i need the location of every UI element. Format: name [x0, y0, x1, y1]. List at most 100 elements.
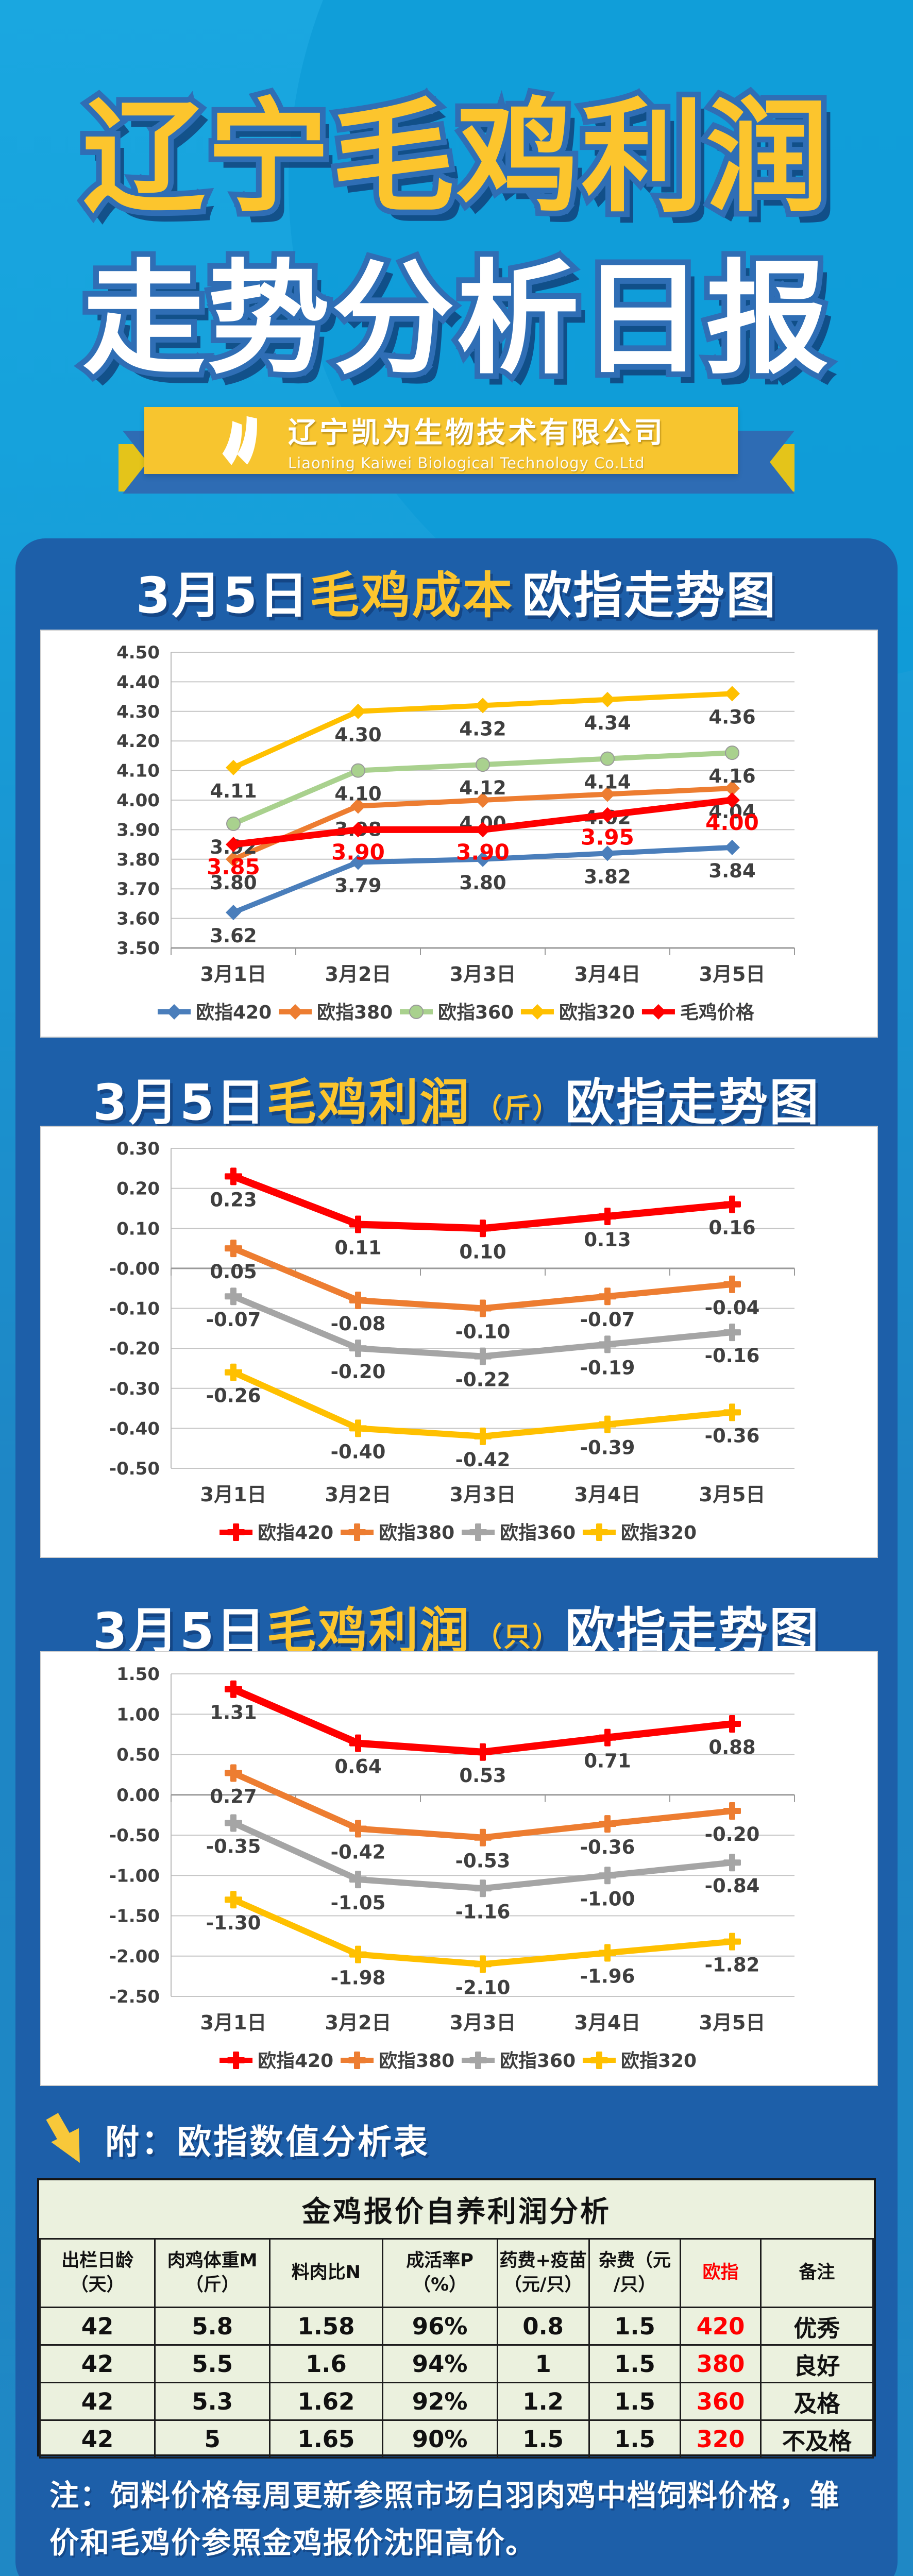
- marker-plus: [349, 1345, 367, 1352]
- value-label: -0.42: [331, 1841, 386, 1863]
- marker-plus: [225, 1293, 242, 1300]
- company-name-en: Liaoning Kaiwei Biological Technology Co…: [288, 454, 645, 472]
- marker-plus: [723, 1721, 741, 1727]
- table-row: 42 5 1.65 90% 1.5 1.5 320 不及格: [39, 2419, 874, 2459]
- y-tick-label: -0.50: [109, 1825, 160, 1846]
- value-label: 4.12: [459, 777, 506, 799]
- table-cell-weight: 5.5: [154, 2344, 271, 2383]
- marker-circle: [725, 745, 739, 760]
- table-cell-survival: 94%: [381, 2344, 498, 2383]
- x-tick-label: 3月3日: [450, 1483, 516, 1506]
- chart-canvas-1: 0.30 0.20 0.10 -0.00 -0.10 -0.20 -0.30 -0.40 -0.…: [109, 1139, 795, 1544]
- marker-plus: [599, 1213, 616, 1219]
- value-label: -0.22: [455, 1369, 511, 1391]
- value-label: -2.10: [455, 1976, 511, 1998]
- value-label: 4.36: [708, 706, 755, 728]
- table-header-cell: 欧指: [680, 2238, 762, 2308]
- x-tick-label: 3月1日: [200, 1483, 267, 1506]
- marker-plus: [225, 1245, 242, 1252]
- company-banner: 辽宁凯为生物技术有限公司 Liaoning Kaiwei Biological …: [0, 407, 913, 541]
- y-tick-label: -0.30: [109, 1379, 160, 1399]
- value-label: 4.11: [210, 780, 257, 802]
- marker-plus: [599, 1821, 616, 1827]
- value-label: 3.82: [584, 866, 631, 888]
- y-tick-label: -0.10: [109, 1299, 160, 1319]
- x-tick-label: 3月5日: [699, 1483, 766, 1506]
- value-label: -1.82: [705, 1954, 760, 1976]
- legend-label: 欧指380: [317, 1002, 393, 1023]
- value-label: 0.10: [459, 1241, 506, 1263]
- value-label: 0.88: [708, 1736, 755, 1758]
- value-label: 3.62: [210, 925, 257, 947]
- y-tick-label: 4.50: [116, 642, 160, 663]
- legend-label: 欧指420: [258, 1522, 333, 1544]
- x-tick-label: 3月3日: [450, 2011, 516, 2034]
- company-logo-icon: [222, 416, 257, 465]
- value-label: -0.35: [206, 1836, 261, 1858]
- value-label: -0.40: [331, 1440, 386, 1463]
- value-label: -0.08: [331, 1313, 386, 1335]
- marker-plus: [599, 1421, 616, 1428]
- table-cell-survival: 92%: [381, 2382, 498, 2421]
- table-cell-med: 1.5: [496, 2419, 590, 2459]
- table-cell-weight: 5: [154, 2419, 271, 2459]
- table-header-cell: 料肉比N: [269, 2238, 383, 2308]
- y-tick-label: 0.10: [116, 1218, 160, 1239]
- value-label: 4.30: [334, 724, 381, 746]
- profit-analysis-table: 金鸡报价自养利润分析 出栏日龄 （天） 肉鸡体重M （斤） 料肉比N 成活率P （%） 药费+…: [37, 2178, 876, 2459]
- value-label: -0.53: [455, 1850, 511, 1872]
- table-cell-index: 420: [680, 2307, 762, 2346]
- marker-diamond: [529, 1004, 545, 1020]
- marker-plus: [474, 1885, 492, 1892]
- value-label: 3.84: [708, 860, 755, 882]
- table-cell-remark: 优秀: [759, 2307, 874, 2346]
- value-label: -0.20: [705, 1823, 760, 1845]
- value-label: -1.30: [206, 1912, 261, 1934]
- company-name: 辽宁凯为生物技术有限公司: [288, 416, 665, 450]
- y-tick-label: 4.00: [116, 790, 160, 811]
- legend-label: 欧指380: [379, 2050, 454, 2072]
- value-label: 4.34: [584, 712, 631, 734]
- marker-diamond: [226, 851, 241, 867]
- marker-plus: [225, 1369, 242, 1376]
- table-cell-ratio: 1.58: [269, 2307, 383, 2346]
- table-cell-med: 1.2: [496, 2382, 590, 2421]
- value-label: -0.42: [455, 1449, 511, 1471]
- marker-plus: [599, 1950, 616, 1956]
- marker-plus: [348, 2057, 366, 2063]
- marker-plus: [599, 1734, 616, 1741]
- table-cell-remark: 不及格: [759, 2419, 874, 2459]
- table-header-cell: 药费+疫苗 （元/只）: [496, 2238, 590, 2308]
- table-cell-ratio: 1.62: [269, 2382, 383, 2421]
- analysis-table: 出栏日龄 （天） 肉鸡体重M （斤） 料肉比N 成活率P （%） 药费+疫苗 （元/只） 杂费（元…: [39, 2238, 874, 2459]
- y-tick-label: 0.20: [116, 1179, 160, 1199]
- title-line-2-text: 走势分析日报: [82, 248, 831, 392]
- y-tick-label: 3.60: [116, 909, 160, 929]
- marker-diamond: [600, 807, 615, 823]
- title-line-1-halo: 辽宁毛鸡利润: [77, 81, 834, 235]
- y-tick-label: -0.50: [109, 1459, 160, 1479]
- marker-circle: [409, 1005, 424, 1019]
- y-tick-label: 0.30: [116, 1139, 160, 1159]
- legend-label: 欧指420: [196, 1002, 272, 1023]
- marker-diamond: [226, 837, 241, 853]
- table-row: 42 5.5 1.6 94% 1 1.5 380 良好: [39, 2344, 874, 2383]
- value-label: -0.36: [705, 1425, 760, 1447]
- y-tick-label: -1.00: [109, 1866, 160, 1886]
- marker-plus: [723, 1329, 741, 1336]
- value-label: 0.64: [334, 1756, 381, 1778]
- chart1-heading-prefix: 3月5日: [136, 567, 310, 624]
- y-tick-label: 4.10: [116, 761, 160, 782]
- marker-diamond: [350, 854, 366, 870]
- marker-circle: [226, 816, 241, 831]
- value-label: 0.11: [334, 1236, 381, 1259]
- x-tick-label: 3月3日: [450, 963, 516, 986]
- marker-plus: [474, 1961, 492, 1968]
- x-tick-label: 3月2日: [325, 963, 392, 986]
- title-line-1: 辽宁毛鸡利润 辽宁毛鸡利润: [0, 77, 913, 239]
- chart2-heading-highlight: 毛鸡利润: [266, 1074, 471, 1131]
- x-tick-label: 3月4日: [574, 963, 641, 986]
- table-cell-ratio: 1.65: [269, 2419, 383, 2459]
- y-tick-label: 3.50: [116, 938, 160, 959]
